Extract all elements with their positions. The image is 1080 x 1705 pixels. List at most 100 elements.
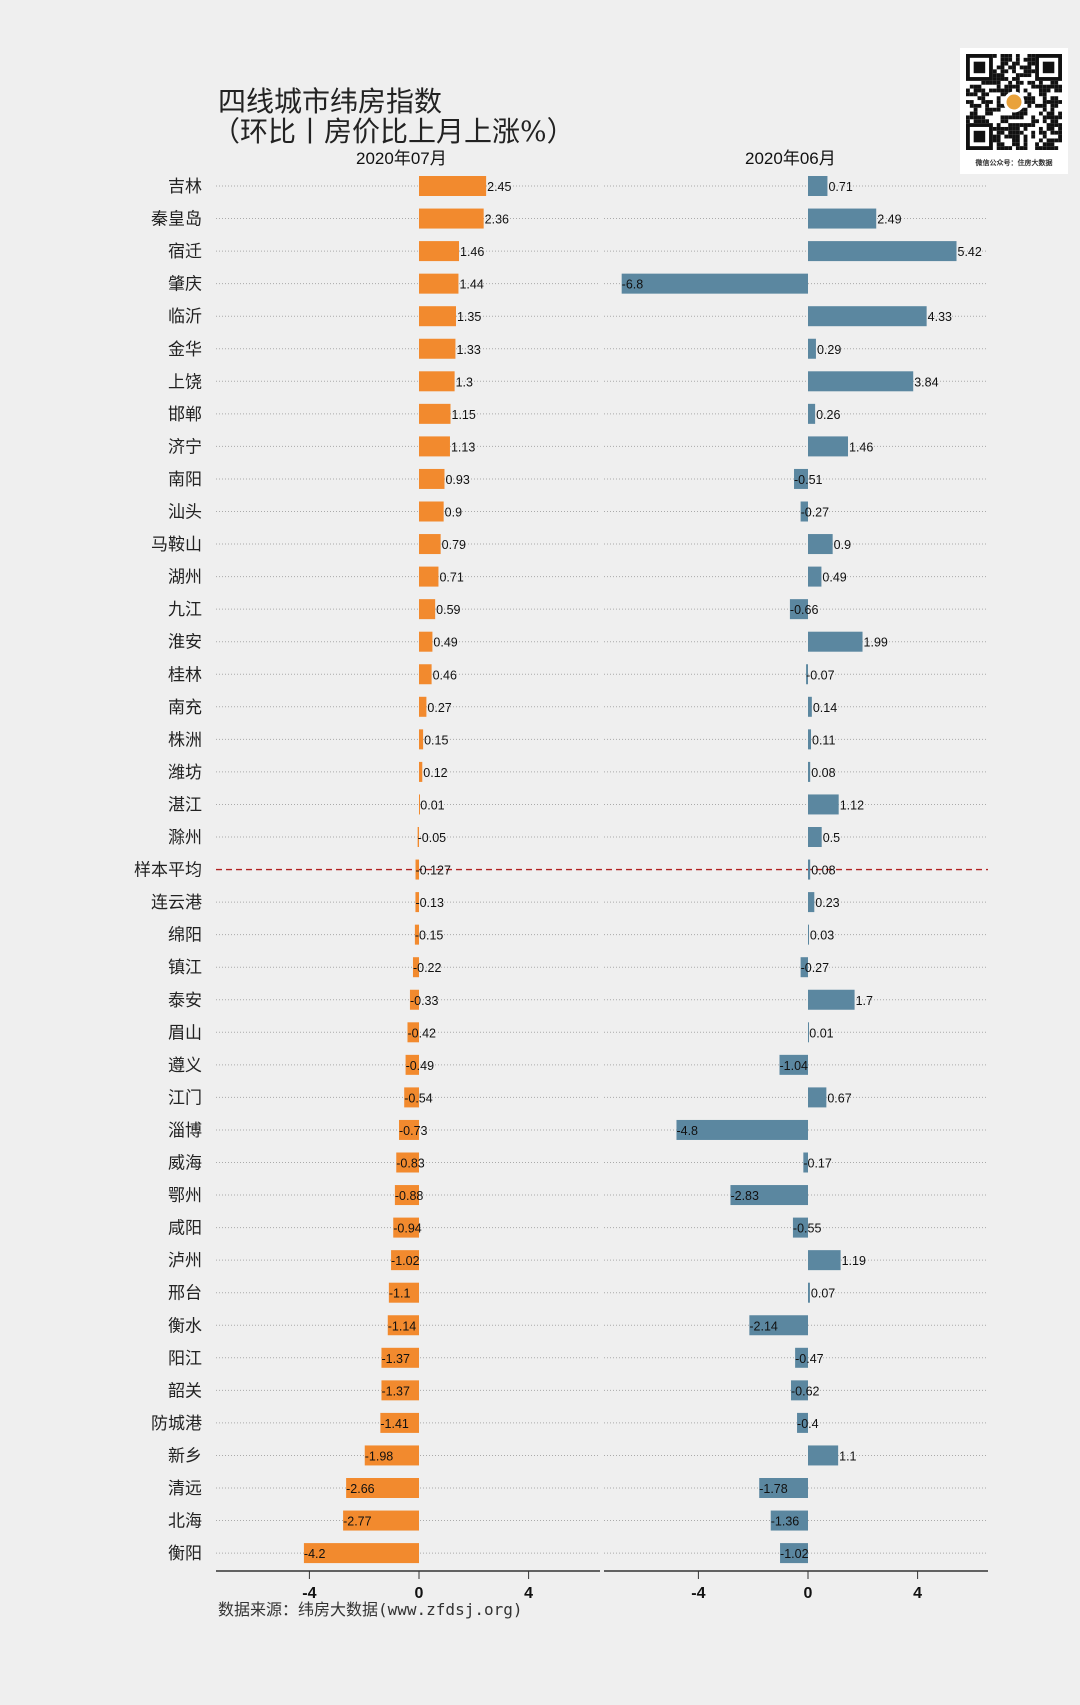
qr-module: [1058, 100, 1062, 104]
qr-module: [1035, 119, 1039, 124]
qr-module: [1027, 123, 1032, 127]
qr-module: [1012, 61, 1016, 66]
qr-module: [1000, 57, 1005, 62]
category-label: 九江: [168, 600, 202, 620]
bar-july: [405, 1054, 419, 1075]
qr-module: [1000, 130, 1005, 135]
qr-module: [1004, 119, 1009, 124]
data-label: 0.71: [828, 180, 852, 194]
qr-module: [1027, 103, 1032, 108]
qr-module: [977, 119, 982, 124]
category-label: 湖州: [168, 568, 202, 588]
qr-module: [1042, 142, 1047, 147]
qr-module: [1012, 115, 1016, 120]
data-label: 0.71: [439, 571, 463, 585]
qr-module: [1050, 119, 1055, 124]
category-label: 泸州: [168, 1251, 202, 1271]
qr-module: [1058, 138, 1062, 143]
qr-module: [1050, 146, 1055, 150]
qr-module: [1015, 54, 1020, 58]
data-label: 0.9: [445, 506, 462, 520]
qr-module: [981, 88, 986, 93]
bar-july: [381, 1380, 419, 1401]
qr-module: [1042, 115, 1047, 120]
qr-module: [1046, 142, 1051, 147]
data-label: 0.59: [436, 603, 460, 617]
category-label: 鄂州: [168, 1186, 202, 1206]
qr-module: [1058, 111, 1062, 116]
qr-module: [1058, 130, 1062, 135]
bar-july: [415, 859, 419, 880]
qr-module: [1023, 73, 1028, 78]
data-label: -0.27: [801, 961, 830, 975]
qr-module: [1023, 88, 1028, 93]
bar-june: [808, 176, 828, 196]
qr-module: [1046, 111, 1051, 116]
qr-module: [1000, 146, 1005, 150]
qr-module: [992, 77, 997, 81]
bar-july: [409, 989, 419, 1010]
qr-module: [1015, 111, 1020, 116]
qr-module: [992, 69, 997, 74]
qr-module: [1035, 142, 1039, 147]
qr-module: [1050, 84, 1055, 89]
qr-finder: [1042, 61, 1055, 74]
qr-module: [1046, 126, 1051, 131]
qr-module: [1000, 65, 1005, 70]
qr-module: [1050, 115, 1055, 120]
category-label: 样本平均: [134, 861, 202, 881]
qr-module: [1004, 126, 1009, 131]
qr-module: [1015, 146, 1020, 150]
data-label: -1.37: [381, 1352, 410, 1366]
qr-module: [985, 80, 990, 85]
category-label: 连云港: [151, 893, 202, 913]
bar-june: [808, 924, 809, 945]
category-label: 阳江: [168, 1349, 202, 1369]
bar-june: [808, 794, 839, 815]
qr-module: [1023, 111, 1028, 116]
category-label: 遵义: [168, 1056, 202, 1076]
category-label: 衡阳: [168, 1544, 202, 1564]
qr-module: [1031, 54, 1036, 58]
data-label: -2.14: [749, 1319, 778, 1333]
qr-module: [1008, 123, 1013, 127]
qr-module: [1000, 77, 1005, 81]
qr-module: [1023, 96, 1028, 101]
bar-july: [391, 1250, 419, 1271]
qr-module: [1038, 84, 1043, 89]
qr-module: [1015, 115, 1020, 120]
bar-july: [419, 599, 436, 620]
category-label: 济宁: [168, 437, 202, 457]
data-label: -2.83: [730, 1189, 759, 1203]
qr-module: [1027, 96, 1032, 101]
chart-title: 四线城市纬房指数: [218, 85, 443, 118]
qr-module: [996, 126, 1001, 131]
data-label: -0.05: [418, 831, 447, 845]
qr-module: [1046, 88, 1051, 93]
bar-july: [303, 1543, 419, 1564]
qr-module: [1031, 130, 1036, 135]
bar-july: [419, 306, 456, 327]
data-label: 0.49: [822, 571, 846, 585]
bar-june: [808, 892, 815, 913]
qr-module: [1054, 84, 1059, 89]
qr-finder: [973, 61, 986, 74]
qr-module: [1015, 73, 1020, 78]
bar-july: [343, 1510, 419, 1531]
qr-module: [1054, 123, 1059, 127]
qr-module: [1050, 126, 1055, 131]
bar-june: [779, 1054, 808, 1075]
qr-module: [1019, 115, 1024, 120]
bar-july: [380, 1412, 419, 1433]
category-label: 金华: [168, 340, 202, 360]
qr-module: [992, 73, 997, 78]
qr-module: [981, 92, 986, 97]
qr-module: [966, 88, 970, 93]
category-label: 防城港: [151, 1414, 202, 1434]
qr-module: [996, 146, 1001, 150]
qr-module: [977, 88, 982, 93]
qr-module: [981, 119, 986, 124]
qr-module: [966, 92, 970, 97]
bar-june: [795, 1347, 808, 1368]
